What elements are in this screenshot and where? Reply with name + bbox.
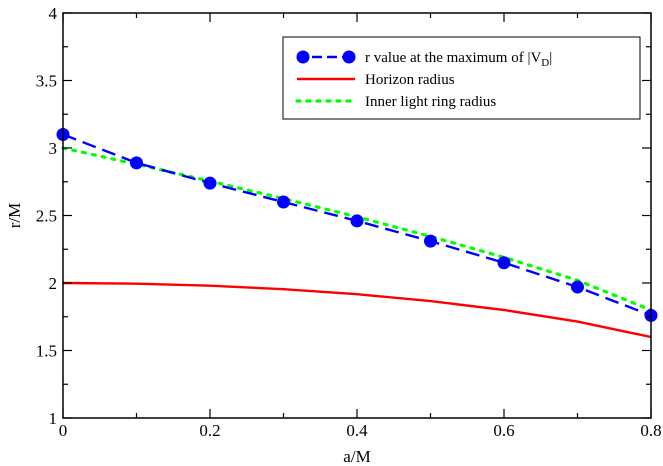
y-tick-label: 2 — [49, 274, 58, 293]
series-0-point — [130, 156, 143, 170]
plot-lines — [56, 128, 658, 339]
x-tick-label: 0.2 — [199, 421, 220, 440]
x-axis-title: a/M — [343, 447, 370, 466]
series-0-point — [203, 176, 217, 190]
y-tick-label: 3.5 — [36, 72, 57, 91]
y-tick-label: 4 — [49, 4, 58, 23]
series-line-2 — [61, 146, 653, 312]
x-tick-label: 0.8 — [640, 421, 661, 440]
axis-ticks: 0 0.2 0.4 0.6 0.8 1 1.5 2 2.5 3 3.5 4 — [36, 4, 662, 440]
series-0-point — [497, 256, 511, 270]
y-tick-label: 1 — [49, 409, 58, 428]
series-0-point — [350, 214, 364, 228]
legend-label-0: r value at the maximum of |VD| — [365, 50, 552, 69]
series-0-point — [571, 280, 584, 294]
y-tick-label: 2.5 — [36, 207, 57, 226]
y-tick-label: 1.5 — [36, 342, 57, 361]
x-tick-label: 0.6 — [493, 421, 514, 440]
legend-marker — [342, 50, 356, 64]
legend-label-1: Horizon radius — [365, 72, 455, 88]
y-tick-label: 3 — [49, 139, 58, 158]
series-0-point — [277, 195, 290, 209]
legend-marker — [296, 50, 310, 64]
x-tick-label: 0.4 — [346, 421, 368, 440]
legend: r value at the maximum of |VD| Horizon ra… — [282, 36, 641, 120]
x-tick-label: 0 — [59, 421, 68, 440]
series-line-1 — [62, 281, 652, 339]
legend-label-2: Inner light ring radius — [365, 94, 496, 110]
series-0-point — [424, 234, 437, 248]
y-axis-title: r/M — [5, 203, 24, 229]
